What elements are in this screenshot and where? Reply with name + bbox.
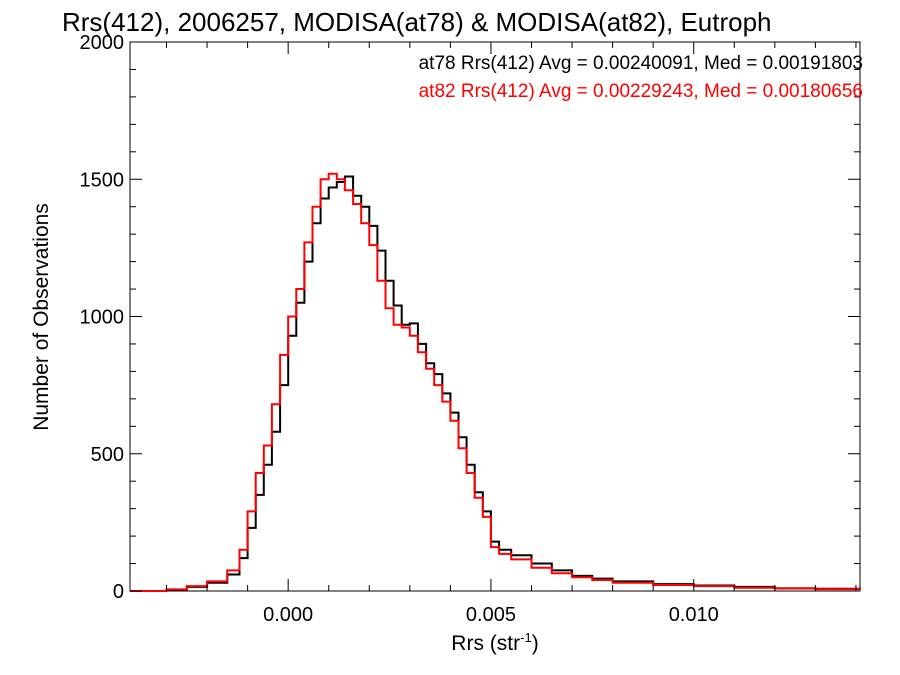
x-axis-label-main: Rrs (str — [451, 632, 520, 655]
series-at82-line — [130, 172, 861, 592]
x-axis-label-superscript: -1 — [520, 630, 532, 645]
y-tick-label: 500 — [91, 444, 124, 466]
y-tick-label: 0 — [113, 581, 124, 603]
series-at78-line — [130, 175, 861, 592]
y-axis-label: Number of Observations — [30, 203, 53, 431]
x-tick-label: 0.005 — [466, 604, 516, 626]
x-axis-label: Rrs (str-1) — [451, 630, 538, 655]
x-axis-label-close: ) — [532, 632, 539, 655]
y-tick-label: 1500 — [80, 169, 125, 191]
x-tick-label: 0.000 — [263, 604, 313, 626]
y-tick-label: 2000 — [80, 32, 125, 54]
annotation-at78-stats: at78 Rrs(412) Avg = 0.00240091, Med = 0.… — [419, 53, 863, 74]
chart-title: Rrs(412), 2006257, MODISA(at78) & MODISA… — [62, 7, 772, 37]
annotation-at82-stats: at82 Rrs(412) Avg = 0.00229243, Med = 0.… — [419, 81, 863, 102]
plot-frame — [129, 41, 861, 592]
y-tick-label: 1000 — [80, 307, 125, 329]
x-tick-label: 0.010 — [669, 604, 719, 626]
